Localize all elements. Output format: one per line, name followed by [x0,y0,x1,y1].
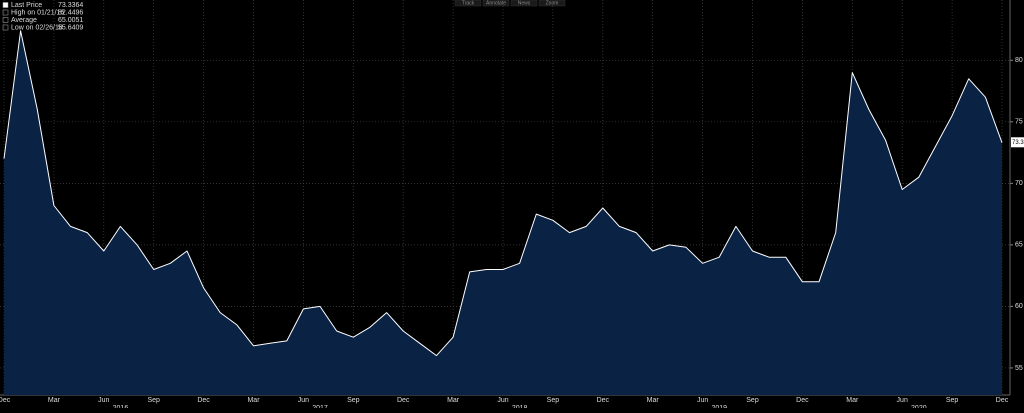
x-tick-label: Sep [147,397,160,404]
legend-value: 55.6409 [58,24,83,31]
legend-value: 73.3364 [58,2,83,9]
legend-value: 82.4496 [58,9,83,16]
toolbar-label[interactable]: News [518,0,531,6]
area-fill [4,30,1002,396]
y-tick-label: 75 [1015,119,1023,126]
x-tick-label: Mar [447,397,460,404]
price-line [3,30,1003,357]
legend-swatch [2,2,9,8]
x-tick-label: Dec [0,397,11,404]
x-tick-label: Mar [647,397,660,404]
legend-value: 65.0051 [58,17,83,24]
y-tick-label: 60 [1015,303,1023,310]
x-tick-label: Jun [98,397,109,404]
x-tick-label: Dec [197,397,210,404]
x-tick-label: Dec [796,397,809,404]
x-tick-label: Mar [48,397,61,404]
legend-swatch [2,9,9,16]
x-tick-label: Sep [547,397,560,404]
legend-swatch [2,24,9,31]
y-tick-label: 70 [1015,180,1023,187]
x-tick-label: Jun [897,397,908,404]
toolbar-button[interactable] [454,0,482,7]
x-tick-label: Jun [497,397,508,404]
x-tick-label: Dec [996,397,1009,404]
toolbar-button[interactable] [510,0,538,7]
legend-label: Low on 02/26/18 [11,24,63,31]
x-tick-label: Mar [247,397,260,404]
toolbar-label[interactable]: Track [462,0,475,6]
y-tick-label: 80 [1015,57,1023,64]
x-tick-label: Sep [746,397,759,404]
toolbar-button[interactable] [538,0,566,7]
x-tick-label: Jun [697,397,708,404]
y-tick-label: 65 [1015,242,1023,249]
x-tick-label: Jun [298,397,309,404]
x-tick-label: Sep [347,397,360,404]
legend-label: High on 01/21/16 [11,9,64,16]
legend-swatch [2,17,9,23]
last-price-value: 73.3364 [1012,140,1024,146]
x-tick-label: Dec [397,397,410,404]
x-tick-label: Dec [597,397,610,404]
last-price-tag [1011,137,1024,148]
toolbar-label[interactable]: Annotate [486,0,506,6]
x-tick-label: Mar [846,397,859,404]
toolbar-button[interactable] [482,0,510,7]
toolbar-label[interactable]: Zoom [546,0,559,6]
y-tick-label: 55 [1015,365,1023,372]
legend-label: Average [11,17,37,24]
x-tick-label: Sep [946,397,959,404]
legend-label: Last Price [11,2,42,9]
